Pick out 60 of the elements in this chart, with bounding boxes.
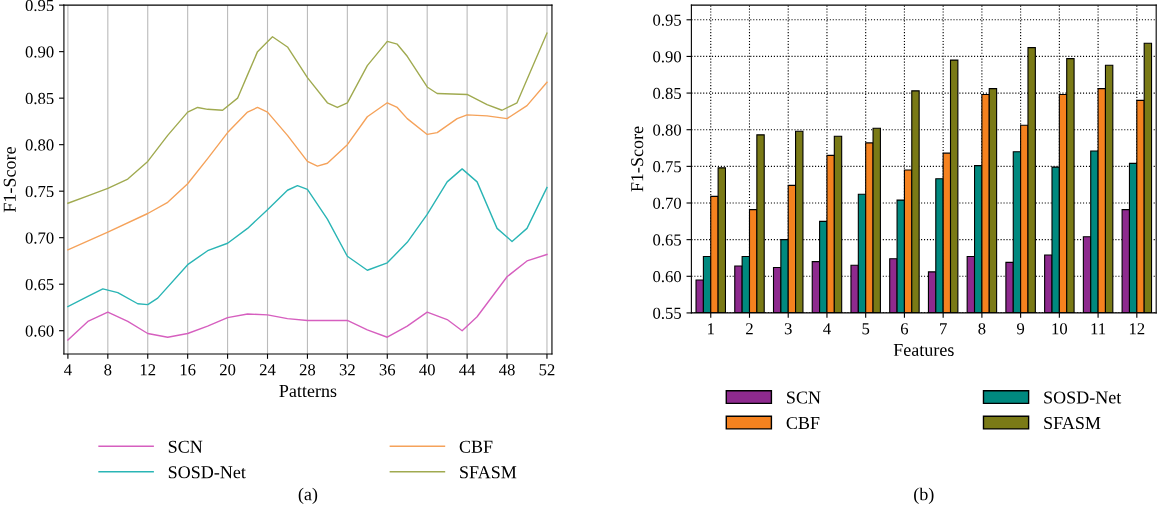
legend-label: CBF [786, 416, 820, 430]
y-tick-label: 0.75 [653, 161, 682, 173]
legend-label: SOSD-Net [168, 466, 246, 479]
y-tick-label: 0.95 [25, 0, 54, 12]
x-tick-label: 7 [940, 323, 947, 335]
legend-label: SCN [168, 440, 203, 453]
legend-label: SOSD-Net [1044, 391, 1122, 404]
x-tick-label: 6 [900, 323, 909, 335]
x-tick-label: 40 [419, 364, 435, 376]
x-tick-label: 32 [339, 364, 355, 376]
x-tick-label: 12 [1129, 323, 1145, 335]
y-tick-label: 0.60 [25, 325, 54, 337]
x-tick-label: 1 [708, 323, 714, 335]
y-axis-title: F1-Score [3, 147, 16, 213]
x-tick-label: 12 [140, 364, 156, 376]
x-tick-label: 9 [1016, 323, 1025, 335]
y-tick-label: 0.60 [653, 270, 682, 283]
y-tick-label: 0.80 [25, 139, 54, 151]
x-tick-label: 44 [459, 364, 476, 376]
line-series [67, 32, 548, 204]
x-tick-label: 4 [64, 364, 72, 376]
text: (b) [914, 487, 934, 505]
x-tick-label: 10 [1052, 323, 1068, 335]
y-tick-label: 0.55 [653, 307, 682, 319]
legend-label: SCN [787, 391, 821, 404]
y-tick-label: 0.65 [653, 234, 682, 246]
y-tick-label: 0.90 [25, 46, 54, 58]
y-axis-title: F1-Score [631, 126, 644, 192]
x-tick-label: 11 [1091, 323, 1106, 335]
x-tick-label: 52 [539, 364, 555, 376]
text: (a) [298, 487, 318, 505]
x-tick-label: 3 [784, 323, 792, 335]
y-tick-label: 0.85 [25, 92, 54, 105]
x-tick-label: 20 [219, 364, 236, 376]
x-tick-label: 2 [746, 323, 753, 335]
line-series [67, 253, 548, 341]
x-axis-title: Patterns [279, 385, 337, 398]
y-tick-label: 0.85 [653, 87, 682, 100]
x-tick-label: 5 [862, 323, 870, 335]
line-series [67, 81, 548, 251]
x-tick-label: 24 [259, 364, 276, 376]
legend-label: SFASM [1044, 416, 1101, 430]
legend-label: CBF [459, 440, 493, 453]
y-tick-label: 0.70 [653, 197, 682, 210]
x-tick-label: 48 [499, 364, 515, 376]
x-tick-label: 8 [104, 364, 112, 376]
x-tick-label: 8 [978, 323, 986, 335]
line-series [67, 168, 548, 308]
y-tick-label: 0.70 [25, 232, 54, 244]
x-tick-label: 16 [180, 364, 196, 376]
x-axis-title: Features [893, 344, 954, 357]
y-tick-label: 0.75 [25, 185, 54, 198]
legend-label: SFASM [460, 466, 517, 479]
x-tick-label: 28 [299, 364, 316, 376]
y-tick-label: 0.95 [653, 14, 682, 26]
x-tick-label: 36 [379, 364, 396, 376]
y-tick-label: 0.65 [25, 278, 54, 291]
y-tick-label: 0.80 [653, 124, 682, 136]
y-tick-label: 0.90 [653, 51, 682, 63]
x-tick-label: 4 [823, 323, 831, 335]
